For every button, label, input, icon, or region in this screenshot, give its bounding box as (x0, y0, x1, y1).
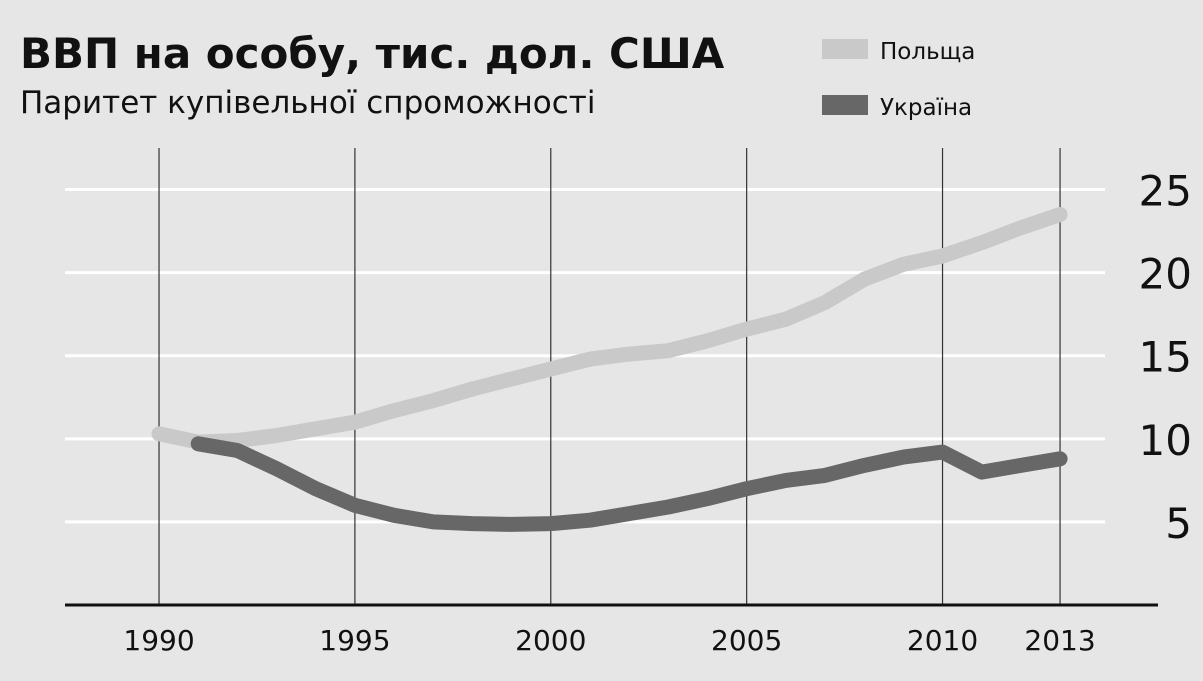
x-tick-label: 2000 (515, 624, 586, 657)
y-tick-label: 15 (1139, 333, 1192, 382)
y-tick-label: 25 (1139, 167, 1192, 216)
x-tick-label: 2005 (711, 624, 782, 657)
chart-title: ВВП на особу, тис. дол. США (20, 29, 725, 78)
y-tick-label: 10 (1139, 416, 1192, 465)
y-tick-label: 20 (1139, 250, 1192, 299)
chart-subtitle: Паритет купівельної спроможності (20, 85, 595, 121)
legend-label: Польща (880, 39, 975, 65)
x-tick-label: 2010 (907, 624, 978, 657)
line (151, 207, 1068, 450)
legend-swatch (822, 95, 868, 115)
line (190, 436, 1068, 532)
legend-swatch (822, 39, 868, 59)
legend-label: Україна (880, 95, 972, 121)
x-tick-label: 1995 (319, 624, 390, 657)
x-tick-label: 2013 (1024, 624, 1095, 657)
x-tick-label: 1990 (123, 624, 194, 657)
y-tick-label: 5 (1165, 499, 1192, 548)
